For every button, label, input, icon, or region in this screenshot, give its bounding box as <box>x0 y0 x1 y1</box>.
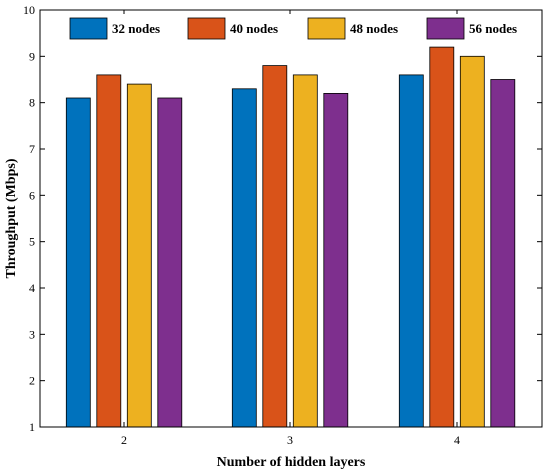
bar-56-nodes-layers-2 <box>157 97 183 428</box>
bar-40-nodes-layers-4 <box>429 46 455 428</box>
y-tick-label: 1 <box>29 420 35 434</box>
bar-40-nodes-layers-3 <box>262 65 288 428</box>
y-tick-label: 3 <box>29 327 35 341</box>
y-axis-title: Throughput (Mbps) <box>4 158 19 278</box>
legend-label-48-nodes: 48 nodes <box>350 21 398 36</box>
x-tick-label: 4 <box>454 433 460 447</box>
x-tick-label: 2 <box>121 433 127 447</box>
legend-swatch-56-nodes <box>426 17 465 40</box>
y-tick-label: 8 <box>29 96 35 110</box>
legend-swatch-48-nodes <box>307 17 346 40</box>
y-tick-label: 6 <box>29 188 35 202</box>
plot-frame <box>39 9 543 428</box>
bar-56-nodes-layers-3 <box>323 93 349 428</box>
y-tick-label: 7 <box>29 142 35 156</box>
y-tick-label: 5 <box>29 235 35 249</box>
x-axis-title: Number of hidden layers <box>217 455 366 470</box>
legend-label-32-nodes: 32 nodes <box>112 21 160 36</box>
legend-swatch-32-nodes <box>69 17 108 40</box>
legend-swatch-40-nodes <box>187 17 226 40</box>
y-tick-label: 10 <box>23 3 35 17</box>
bars-layer <box>65 46 516 428</box>
bar-40-nodes-layers-2 <box>96 74 122 428</box>
bar-48-nodes-layers-3 <box>292 74 318 428</box>
y-tick-label: 2 <box>29 374 35 388</box>
legend: 32 nodes 40 nodes 48 nodes 56 nodes <box>52 14 532 44</box>
bar-32-nodes-layers-2 <box>65 97 91 428</box>
y-axis-ticks: 1 2 3 4 5 6 7 8 9 10 <box>23 3 542 434</box>
y-tick-label: 4 <box>29 281 35 295</box>
x-tick-label: 3 <box>287 433 293 447</box>
legend-label-56-nodes: 56 nodes <box>469 21 517 36</box>
bar-32-nodes-layers-4 <box>398 74 424 428</box>
bar-48-nodes-layers-2 <box>126 83 152 428</box>
legend-label-40-nodes: 40 nodes <box>230 21 278 36</box>
bar-48-nodes-layers-4 <box>459 55 485 428</box>
y-tick-label: 9 <box>29 49 35 63</box>
bar-56-nodes-layers-4 <box>490 79 516 428</box>
bar-32-nodes-layers-3 <box>231 88 257 428</box>
